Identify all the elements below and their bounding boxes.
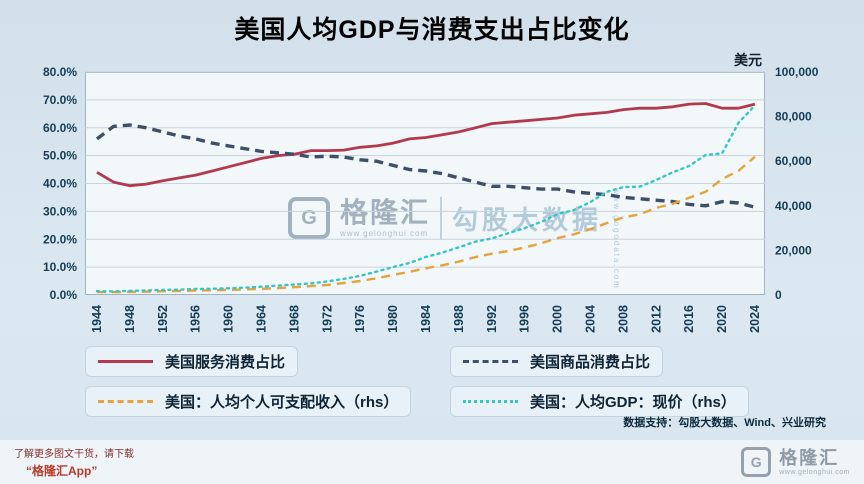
x-axis-tick-label: 1988	[452, 305, 466, 333]
series-line-0	[96, 102, 756, 188]
legend-label: 美国：人均个人可支配收入（rhs）	[165, 394, 399, 411]
x-axis-tick-label: 1956	[189, 305, 203, 333]
promo-block: 了解更多图文干货，请下载 “格隆汇App”	[14, 445, 134, 479]
legend-line-sample	[463, 400, 518, 403]
watermark-divider	[440, 197, 443, 239]
right-axis-tick-label: 100,000	[775, 65, 819, 79]
footer-logo-text-block: 格隆汇 www.gelonghui.com	[779, 449, 850, 476]
x-axis-tick-label: 1976	[353, 305, 367, 333]
right-axis-tick-label: 80,000	[775, 110, 812, 124]
right-axis-tick-label: 0	[775, 288, 782, 302]
watermark-brand-block: 格隆汇 www.gelonghui.com	[340, 196, 431, 238]
legend-label: 美国服务消费占比	[165, 354, 286, 371]
gelonghui-logo-icon: G	[288, 197, 330, 239]
x-axis-tick-label: 1996	[518, 305, 532, 333]
x-axis-tick-label: 1980	[386, 305, 400, 333]
watermark-brand: 格隆汇	[340, 196, 431, 228]
legend-item-2: 美国：人均个人可支配收入（rhs）	[85, 386, 412, 417]
footer-logo-text: 格隆汇	[779, 447, 840, 468]
legend-label: 美国：人均GDP：现价（rhs）	[530, 394, 736, 411]
x-axis-tick-label: 1964	[255, 305, 269, 333]
left-axis-tick-label: 0.0%	[50, 288, 78, 302]
gelonghui-logo-icon: G	[741, 447, 772, 477]
right-axis-tick-label: 60,000	[775, 154, 812, 168]
x-axis-tick-label: 1992	[485, 305, 499, 333]
promo-app-name: “格隆汇App”	[26, 464, 98, 478]
legend-line-sample	[98, 400, 153, 403]
data-support-note: 数据支持：勾股大数据、Wind、兴业研究	[623, 417, 826, 429]
chart-legend: 美国服务消费占比 美国商品消费占比美国：人均个人可支配收入（rhs） 美国：人均GD…	[85, 346, 785, 417]
left-axis-tick-label: 40.0%	[43, 177, 77, 191]
x-axis-tick-label: 2004	[584, 305, 598, 333]
x-axis-tick-label: 1944	[90, 305, 104, 333]
left-axis-tick-label: 50.0%	[43, 149, 77, 163]
x-axis-tick-label: 2000	[551, 305, 565, 333]
left-axis-tick-label: 10.0%	[43, 260, 77, 274]
x-axis-tick-label: 1952	[156, 305, 170, 333]
x-axis-tick-label: 1984	[419, 305, 433, 333]
legend-line-sample	[98, 360, 153, 363]
line-chart: 0.0% 10.0% 20.0% 30.0% 40.0% 50.0% 60.0% 70.0% 8…	[43, 65, 819, 333]
left-axis-tick-label: 30.0%	[43, 204, 77, 218]
series-line-3	[95, 104, 757, 293]
x-axis-tick-label: 2016	[682, 305, 696, 333]
legend-item-1: 美国商品消费占比	[450, 346, 664, 377]
gelonghui-footer-logo: G 格隆汇 www.gelonghui.com	[741, 447, 850, 477]
left-axis-tick-label: 20.0%	[43, 232, 77, 246]
right-axis-tick-label: 20,000	[775, 243, 812, 257]
footer-logo-url: www.gelonghui.com	[779, 468, 850, 476]
chart-title: 美国人均GDP与消费支出占比变化	[234, 16, 630, 44]
x-axis-tick-label: 2012	[649, 305, 663, 333]
promo-text: 了解更多图文干货，请下载	[14, 449, 134, 460]
bottom-bar: 了解更多图文干货，请下载 “格隆汇App” G 格隆汇 www.gelonghu…	[0, 440, 864, 484]
x-axis-tick-label: 2024	[748, 305, 762, 333]
x-axis-tick-label: 1972	[320, 305, 334, 333]
watermark-brand-url: www.gelonghui.com	[340, 228, 429, 238]
left-axis-tick-label: 80.0%	[43, 65, 77, 79]
legend-item-0: 美国服务消费占比	[85, 346, 299, 377]
right-axis-tick-label: 40,000	[775, 199, 812, 213]
left-axis-tick-label: 60.0%	[43, 121, 77, 135]
x-axis-tick-label: 2020	[715, 305, 729, 333]
legend-label: 美国商品消费占比	[530, 354, 651, 371]
x-axis-tick-label: 1948	[123, 305, 137, 333]
right-axis-unit-label: 美元	[734, 52, 762, 68]
legend-line-sample	[463, 360, 518, 363]
series-line-1	[95, 123, 756, 209]
left-axis-tick-label: 70.0%	[43, 93, 77, 107]
x-axis-tick-label: 1960	[222, 305, 236, 333]
x-axis-tick-label: 2008	[616, 305, 630, 333]
legend-item-3: 美国：人均GDP：现价（rhs）	[450, 386, 749, 417]
x-axis-tick-label: 1968	[287, 305, 301, 333]
series-line-2	[97, 155, 756, 294]
